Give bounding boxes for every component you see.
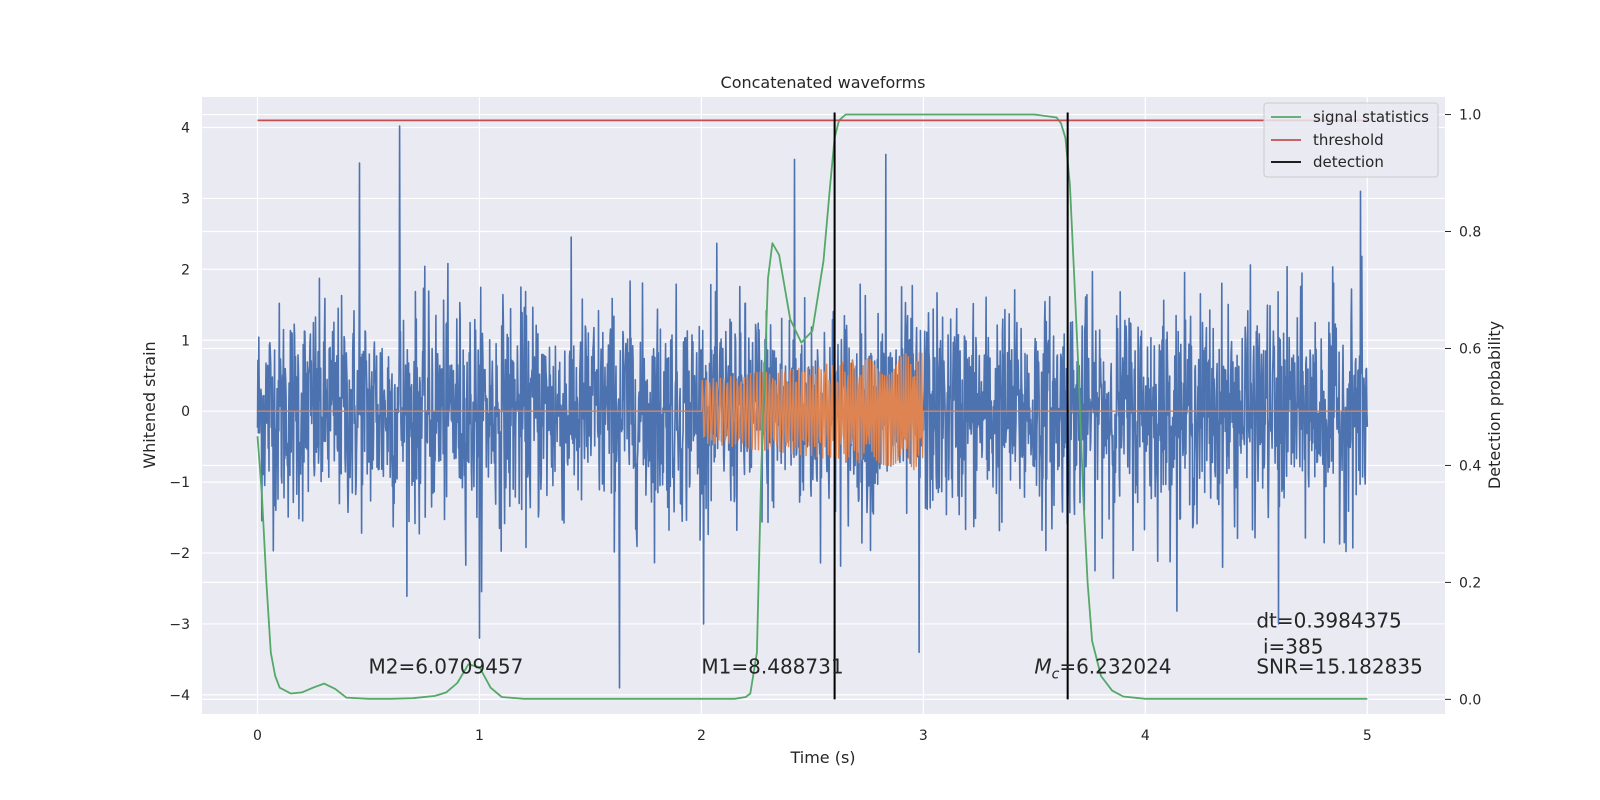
chart-title: Concatenated waveforms: [721, 73, 926, 92]
y-axis-label: Whitened strain: [140, 341, 159, 468]
y2-tick-label: 0.2: [1459, 575, 1481, 591]
template-waveform-line: [257, 352, 1368, 471]
legend: signal statistics threshold detection: [1263, 102, 1439, 178]
legend-label-signal: signal statistics: [1313, 108, 1429, 126]
x-tick-label: 4: [1141, 728, 1150, 744]
annotation-text: dt=0.3984375: [1256, 608, 1401, 632]
signal-statistics-line: [256, 113, 1368, 700]
y-tick-label: −4: [169, 688, 190, 704]
annotation-value: =6.232024: [1059, 655, 1171, 679]
annotation-text: M1=8.488731: [701, 655, 843, 679]
y-tick-label: −1: [169, 475, 190, 491]
annotation-text: Mc=6.232024: [1034, 655, 1171, 683]
legend-label-detection: detection: [1313, 153, 1384, 171]
annotation-text: i=385: [1263, 635, 1324, 659]
x-tick-label: 3: [919, 728, 928, 744]
y-tick-label: 1: [181, 333, 190, 349]
annotations: M2=6.0709457 M1=8.488731 Mc=6.232024 dt=0.3…: [368, 608, 1422, 682]
annotation-subscript: c: [1052, 667, 1060, 683]
annotation-text: SNR=15.182835: [1256, 655, 1422, 679]
x-tick-label: 1: [475, 728, 484, 744]
x-axis-label: Time (s): [789, 748, 855, 767]
annotation-text: M2=6.0709457: [368, 655, 523, 679]
y2-tick-label: 0.8: [1459, 225, 1481, 241]
y-tick-label: 0: [181, 404, 190, 420]
y-tick-label: 3: [181, 191, 190, 207]
y-tick-label: −3: [169, 617, 190, 633]
tick-labels: 0 1 2 3 4 5 −4 −3 −2 −1 0 1 2 3 4 0.0 0.2 0.4 0.6 0.8 1.0: [169, 108, 1481, 744]
x-tick-label: 5: [1363, 728, 1372, 744]
y-tick-label: 4: [181, 120, 190, 136]
y2-tick-label: 1.0: [1459, 108, 1481, 124]
x-tick-label: 2: [697, 728, 706, 744]
legend-label-threshold: threshold: [1313, 131, 1384, 149]
y2-tick-label: 0.6: [1459, 341, 1481, 357]
legend-frame: [1263, 102, 1439, 178]
y2-tick-label: 0.0: [1459, 692, 1481, 708]
y2-axis-label: Detection probability: [1485, 321, 1504, 489]
y-tick-label: 2: [181, 262, 190, 278]
x-tick-label: 0: [253, 728, 262, 744]
y-tick-label: −2: [169, 546, 190, 562]
y2-tick-label: 0.4: [1459, 458, 1481, 474]
annotation-symbol: M: [1034, 655, 1051, 679]
series-layer: [256, 112, 1369, 700]
